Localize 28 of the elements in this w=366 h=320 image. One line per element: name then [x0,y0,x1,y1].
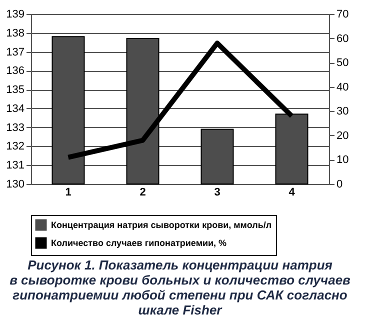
y-tick-label: 139 [6,8,24,20]
y-tick-label: 137 [6,46,24,58]
y2-tick-label: 20 [336,130,349,142]
x-tick-label: 4 [288,186,296,198]
y-tick-label: 135 [6,84,24,96]
y2-tick-label: 60 [336,32,349,45]
x-tick-label: 3 [214,186,220,198]
y-tick-label: 133 [6,122,24,134]
legend-label: Количество случаев гипонатриемии, % [51,238,227,248]
y2-tick-label: 10 [336,154,349,166]
y2-tick-label: 30 [336,106,349,118]
text: Рисунок 1. Показатель концентрации натрия [28,258,332,272]
y-tick-label: 138 [6,27,24,40]
y2-tick-label: 70 [336,8,349,20]
x-tick-label: 2 [140,186,146,198]
x-tick-label: 1 [65,186,72,198]
y2-tick-label: 50 [336,57,349,70]
y-tick-label: 132 [6,140,24,153]
y-tick-label: 136 [6,65,24,78]
text: гипонатриемии любой степени при САК согласно [12,288,348,302]
y-tick-label: 134 [6,102,24,115]
y-tick-label: 131 [6,160,24,172]
legend-label: Концентрация натрия сыворотки крови, ммоль/л [51,220,272,230]
text: шкале Fisher [138,302,222,318]
text: в сыворотке крови больных и количество случаев [10,272,350,288]
y-tick-label: 130 [6,178,24,190]
y2-tick-label: 40 [336,81,349,94]
y2-tick-label: 0 [336,178,343,190]
